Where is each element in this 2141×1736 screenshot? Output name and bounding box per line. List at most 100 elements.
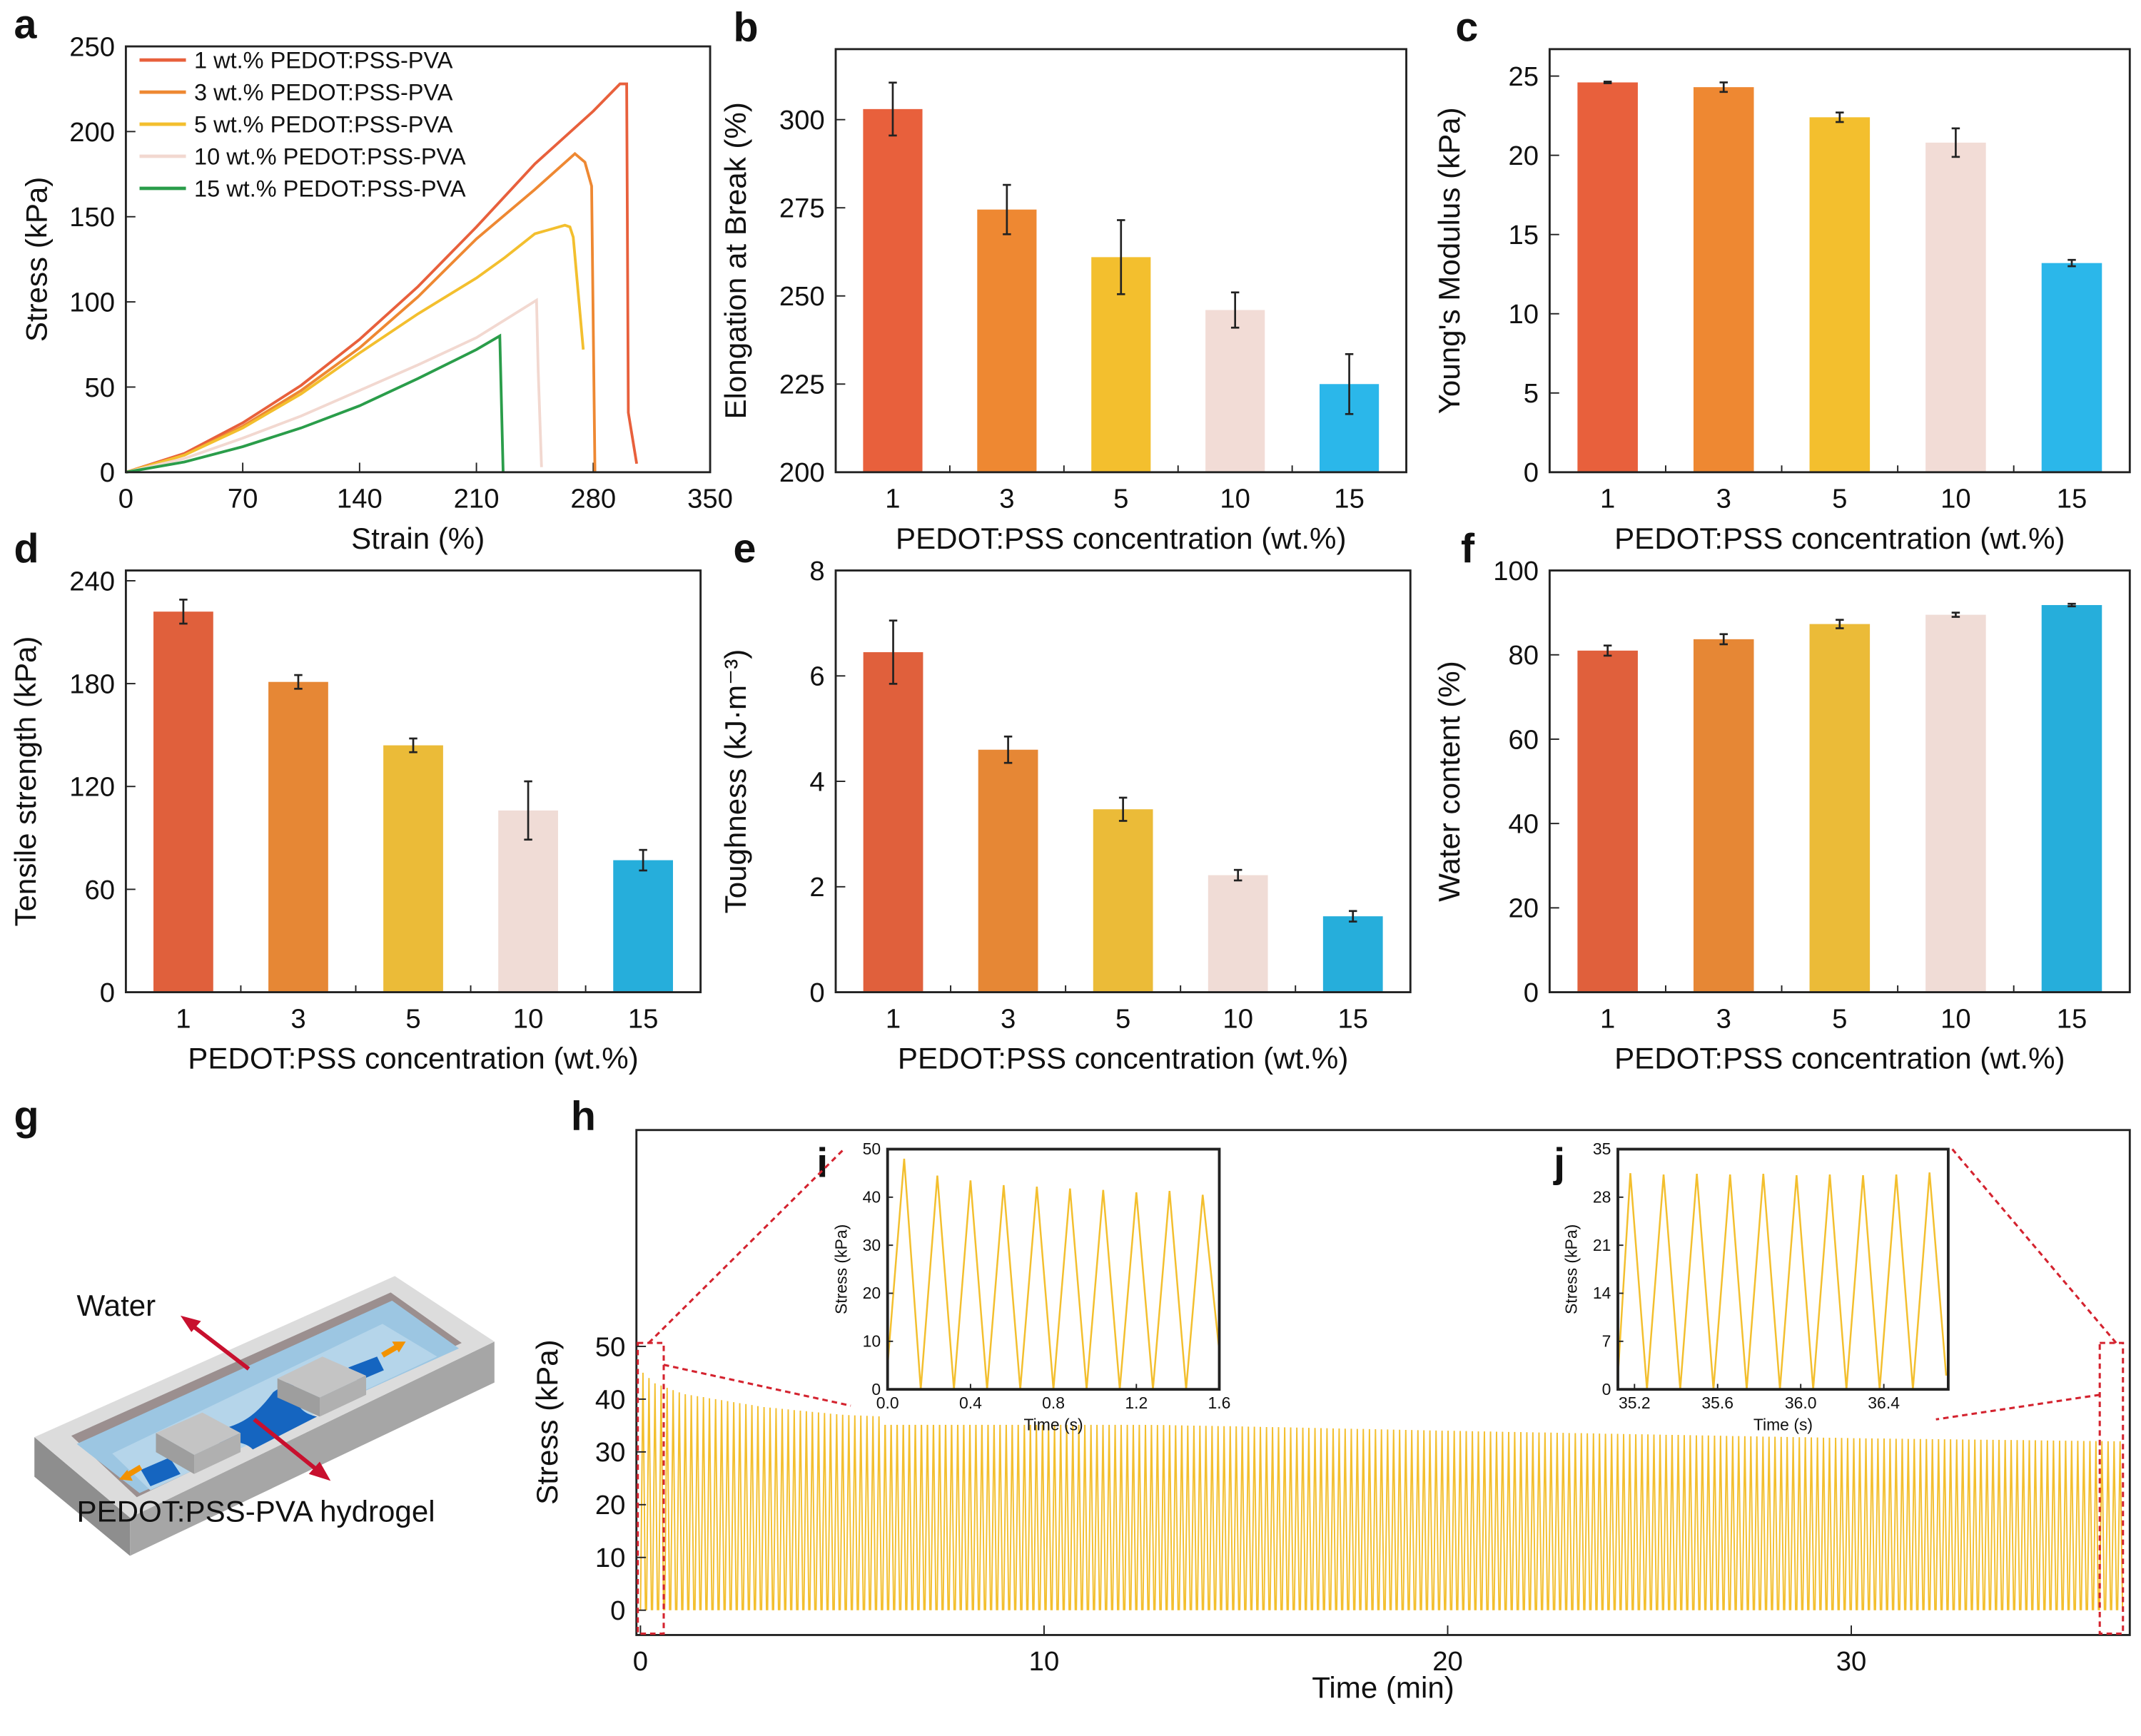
series-line-3: [125, 298, 543, 474]
error-bar: [1118, 796, 1128, 822]
bar-1: [863, 108, 923, 472]
error-bar: [1230, 291, 1240, 329]
tray-front-side: [130, 1341, 495, 1556]
bar-1: [153, 611, 213, 993]
tensile-water-setup-illustration: Water PEDOT:PSS-PVA hydrogel: [34, 1276, 495, 1556]
error-bar: [2067, 258, 2076, 268]
y-tick-label: 250: [779, 281, 825, 312]
y-tick-label: 20: [863, 1284, 881, 1302]
hydrogel-end-left: [141, 1457, 181, 1486]
error-bar: [1603, 644, 1612, 657]
x-tick-label: 70: [228, 484, 258, 514]
zoom-line: [647, 1148, 845, 1344]
bar-3: [1693, 639, 1754, 993]
y-tick-label: 200: [69, 117, 115, 148]
legend-label: 15 wt.% PEDOT:PSS-PVA: [194, 176, 466, 201]
x-tick-label: 35.2: [1619, 1394, 1651, 1412]
bar-15: [613, 860, 673, 993]
water-label: Water: [77, 1289, 156, 1322]
x-tick-label: 1: [886, 1003, 901, 1034]
panel-label-d: d: [14, 526, 39, 572]
y-tick-label: 50: [863, 1139, 881, 1158]
bar-3: [268, 681, 328, 993]
bar-5: [1093, 809, 1153, 993]
bar-3: [978, 749, 1038, 993]
bar-15: [2041, 263, 2102, 472]
error-bar: [639, 848, 647, 872]
legend-label: 1 wt.% PEDOT:PSS-PVA: [194, 48, 453, 73]
error-bar: [1836, 619, 1844, 629]
plot-frame: [886, 1147, 1221, 1391]
error-bar: [1951, 127, 1960, 158]
x-tick-label: 10: [1940, 484, 1971, 514]
x-axis-label: Strain (%): [351, 522, 485, 555]
x-tick-label: 1: [1600, 1003, 1615, 1034]
x-tick-label: 0: [118, 484, 133, 514]
y-axis-label: Young's Modulus (kPa): [1432, 107, 1466, 414]
x-tick-label: 3: [1716, 1003, 1731, 1034]
x-tick-label: 15: [2057, 484, 2087, 514]
legend-label: 3 wt.% PEDOT:PSS-PVA: [194, 80, 453, 106]
x-tick-label: 15: [2057, 1003, 2087, 1034]
x-axis-label: Time (s): [1753, 1416, 1813, 1434]
plot-frame: [1616, 1147, 1950, 1391]
bar-15: [1322, 916, 1383, 993]
y-tick-label: 100: [69, 287, 115, 318]
x-tick-label: 20: [1432, 1646, 1463, 1677]
y-tick-label: 10: [1509, 299, 1539, 330]
x-tick-label: 140: [337, 484, 383, 514]
x-tick-label: 36.4: [1868, 1394, 1900, 1412]
x-tick-label: 0: [633, 1646, 648, 1677]
arrow-head-icon: [308, 1461, 331, 1481]
bar-10: [498, 810, 558, 993]
x-tick-label: 10: [1940, 1003, 1971, 1034]
chart-e: 1 3 5 10 15 0 2 4 6 8 PEDOT:PSS concentration (wt.…: [719, 556, 1412, 1075]
y-tick-label: 200: [779, 457, 825, 488]
y-tick-label: 225: [779, 370, 825, 400]
y-tick-label: 25: [1509, 61, 1539, 92]
y-axis-label: Stress (kPa): [530, 1339, 564, 1504]
y-tick-label: 0: [610, 1595, 625, 1626]
stretch-arrow-left-icon: [126, 1464, 143, 1478]
x-tick-label: 0.8: [1042, 1394, 1065, 1412]
error-bar: [2067, 602, 2076, 608]
y-tick-label: 5: [1524, 378, 1539, 409]
x-tick-label: 1.6: [1208, 1394, 1231, 1412]
x-tick-label: 15: [1334, 484, 1365, 514]
panel-label-b: b: [734, 4, 759, 50]
error-bar: [179, 599, 188, 625]
zoom-line: [1935, 1394, 2100, 1421]
x-tick-label: 5: [1832, 484, 1847, 514]
y-tick-label: 21: [1593, 1236, 1611, 1254]
x-tick-label: 35.6: [1701, 1394, 1733, 1412]
bar-3: [1693, 87, 1754, 472]
x-tick-label: 5: [1115, 1003, 1130, 1034]
y-tick-label: 10: [595, 1543, 626, 1573]
hydrogel-label: PEDOT:PSS-PVA hydrogel: [77, 1495, 435, 1528]
bar-3: [977, 209, 1037, 472]
bar-10: [1925, 614, 1986, 993]
bar-10: [1925, 142, 1986, 472]
y-tick-label: 100: [1493, 556, 1539, 587]
error-bar: [1719, 81, 1728, 93]
y-tick-label: 6: [809, 661, 824, 692]
x-axis-label: PEDOT:PSS concentration (wt.%): [898, 1042, 1348, 1075]
y-tick-label: 0: [1524, 457, 1539, 488]
error-bar: [1003, 735, 1013, 764]
y-tick-label: 40: [1509, 809, 1539, 840]
error-bar: [1603, 81, 1612, 84]
y-tick-label: 4: [809, 766, 824, 797]
y-tick-label: 7: [1602, 1331, 1611, 1350]
x-tick-label: 3: [1716, 484, 1731, 514]
x-tick-label: 10: [513, 1003, 544, 1034]
chart-d: 1 3 5 10 15 0 60 120 180 240 PEDOT:PSS concentrati…: [9, 566, 702, 1075]
plot-frame: [635, 1129, 2131, 1636]
plot-frame: [834, 569, 1412, 993]
clamp-right-top: [277, 1356, 367, 1398]
panel-label-c: c: [1455, 4, 1478, 50]
y-axis-label: Stress (kPa): [831, 1224, 850, 1314]
x-tick-label: 36.0: [1785, 1394, 1817, 1412]
y-tick-label: 240: [69, 566, 115, 597]
x-tick-label: 1: [176, 1003, 191, 1034]
